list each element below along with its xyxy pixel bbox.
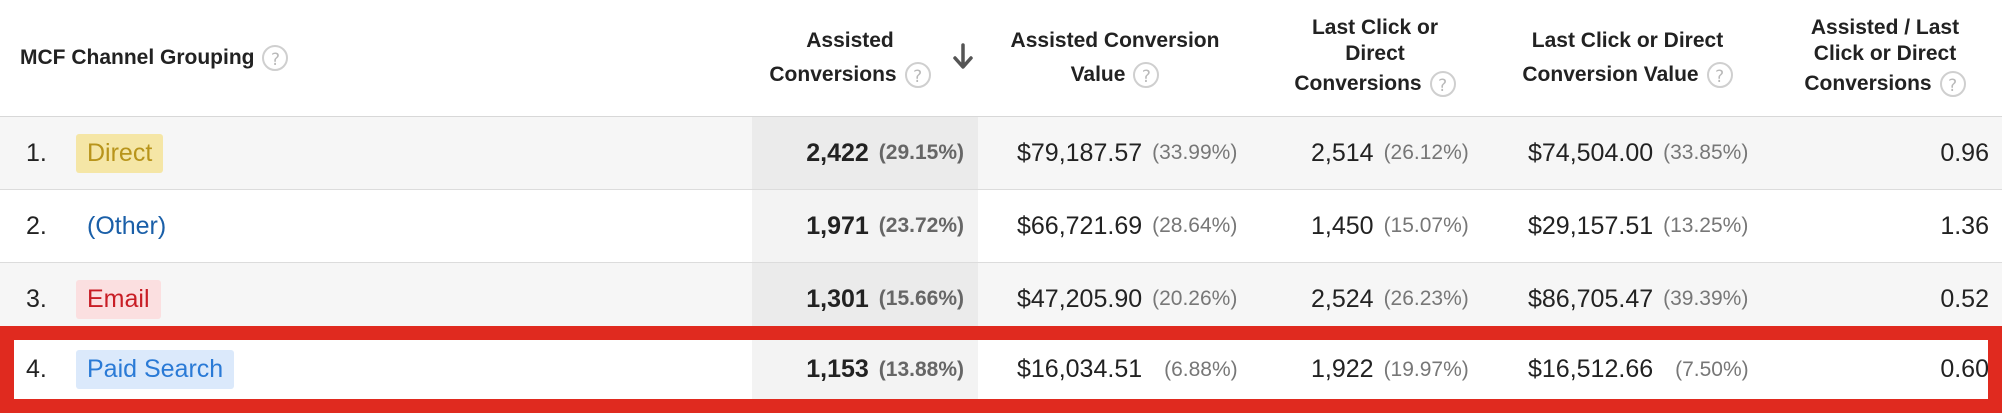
channel-cell: (Other) (76, 190, 177, 262)
assisted-conversions-cell: 1,301 (15.66%) (806, 284, 964, 313)
channel-link[interactable]: Direct (76, 133, 164, 173)
last-click-value-cell: $16,512.66 (7.50%) (1528, 355, 1749, 383)
channel-link[interactable]: Paid Search (76, 350, 235, 389)
col-header-channel[interactable]: MCF Channel Grouping? (20, 0, 320, 116)
assisted-conversions-cell: 2,422 (29.15%) (806, 138, 964, 167)
last-click-cell: 2,524 (26.23%) (1311, 284, 1469, 313)
col-header-last-click-conversions[interactable]: Last Click or Direct Conversions? (1260, 0, 1490, 116)
row-number: 3. (26, 284, 47, 313)
table-row-highlighted: 4. Paid Search 1,153 (13.88%) $16,034.51(… (0, 336, 2002, 403)
last-click-cell: 2,514 (26.12%) (1311, 138, 1469, 167)
last-click-cell: 1,450 (15.07%) (1311, 211, 1469, 240)
table-header: MCF Channel Grouping? Assisted Conversio… (0, 0, 2002, 117)
ratio-cell: 0.52 (1940, 284, 1989, 313)
assisted-value-cell: $66,721.69 (28.64%) (1017, 211, 1238, 240)
col-header-ratio[interactable]: Assisted / Last Click or Direct Conversi… (1775, 0, 1995, 116)
ratio-cell: 1.36 (1940, 211, 1989, 240)
sorted-column-bg (752, 117, 978, 189)
last-click-value-cell: $86,705.47 (39.39%) (1528, 284, 1749, 313)
help-icon[interactable]: ? (262, 45, 289, 71)
assisted-value-cell: $79,187.57 (33.99%) (1017, 138, 1238, 167)
col-header-assisted-conversions[interactable]: Assisted Conversions? (752, 0, 948, 116)
table-row: 3. Email 1,301 (15.66%) $47,205.90 (20.26%… (0, 263, 2002, 336)
col-header-assisted-conversion-value[interactable]: Assisted Conversion Value? (1010, 29, 1220, 89)
sort-descending-icon[interactable] (950, 42, 976, 72)
sorted-column-bg (752, 263, 978, 335)
channel-cell: Paid Search (76, 336, 235, 403)
assisted-conversions-cell: 1,153 (13.88%) (806, 355, 964, 383)
help-icon[interactable]: ? (1133, 62, 1160, 89)
last-click-value-cell: $29,157.51 (13.25%) (1528, 211, 1749, 240)
table-row: 1. Direct 2,422 (29.15%) $79,187.57 (33.99… (0, 117, 2002, 190)
last-click-cell: 1,922 (19.97%) (1311, 355, 1469, 383)
row-number: 1. (26, 138, 47, 167)
channel-cell: Direct (76, 117, 164, 189)
channel-cell: Email (76, 263, 161, 335)
help-icon[interactable]: ? (1706, 62, 1733, 89)
channel-link[interactable]: (Other) (87, 211, 167, 240)
assisted-conversions-cell: 1,971 (23.72%) (806, 211, 964, 240)
row-number: 2. (26, 211, 47, 240)
row-number: 4. (26, 355, 47, 383)
help-icon[interactable]: ? (904, 62, 931, 89)
table-row: 2. (Other) 1,971 (23.72%) $66,721.69 (28.6… (0, 190, 2002, 263)
last-click-value-cell: $74,504.00 (33.85%) (1528, 138, 1749, 167)
assisted-value-cell: $47,205.90 (20.26%) (1017, 284, 1238, 313)
channel-link[interactable]: Email (76, 279, 161, 319)
help-icon[interactable]: ? (1429, 71, 1456, 98)
ratio-cell: 0.60 (1940, 355, 1989, 383)
sorted-column-bg (752, 190, 978, 262)
help-icon[interactable]: ? (1939, 71, 1966, 98)
ratio-cell: 0.96 (1940, 138, 1989, 167)
sorted-column-bg (752, 336, 978, 403)
col-header-last-click-conversion-value[interactable]: Last Click or Direct Conversion Value? (1490, 0, 1765, 116)
assisted-value-cell: $16,034.51 (6.88%) (1017, 355, 1238, 383)
